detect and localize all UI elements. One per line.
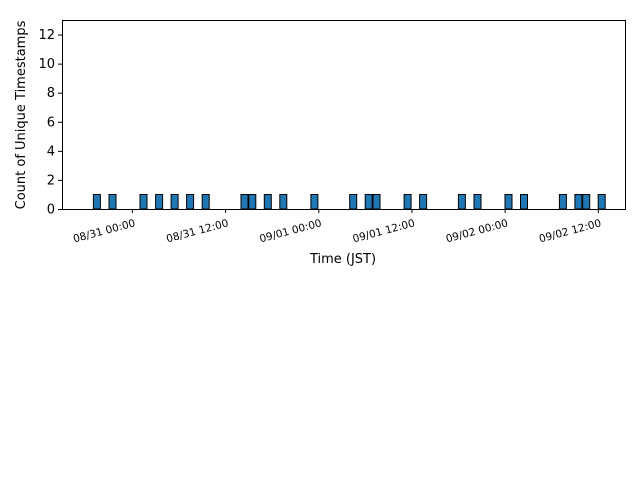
bar	[349, 194, 358, 210]
bar	[263, 194, 272, 210]
bar	[155, 194, 164, 210]
bar	[473, 194, 482, 210]
bar	[419, 194, 428, 210]
bar	[574, 194, 583, 210]
bar	[597, 194, 606, 210]
bar	[364, 194, 373, 210]
bar	[170, 194, 179, 210]
bar	[92, 194, 101, 210]
y-tick-label: 4	[47, 144, 55, 159]
x-axis-label: Time (JST)	[309, 252, 376, 267]
y-tick-label: 8	[47, 86, 55, 101]
bar	[372, 194, 381, 210]
y-axis-label: Count of Unique Timestamps	[14, 20, 29, 209]
y-tick-label: 0	[47, 203, 55, 218]
bar	[457, 194, 466, 210]
bar	[520, 194, 528, 210]
y-tick-label: 6	[47, 115, 55, 130]
bar	[240, 194, 249, 210]
y-tick-label: 10	[38, 57, 55, 72]
plot-area-frame	[62, 20, 626, 210]
bar	[582, 194, 591, 210]
bar	[108, 194, 117, 210]
bar	[186, 194, 195, 210]
y-axis-ticks: 0 2 4 6 8 10 12	[38, 28, 62, 218]
y-tick-label: 2	[47, 173, 55, 188]
bar	[504, 194, 513, 210]
y-tick-label: 12	[38, 28, 55, 43]
bar	[201, 194, 210, 210]
bar	[139, 194, 148, 210]
bar	[310, 194, 319, 210]
bar	[403, 194, 412, 210]
bar	[279, 194, 288, 210]
bar	[558, 194, 567, 210]
bar	[248, 194, 257, 210]
